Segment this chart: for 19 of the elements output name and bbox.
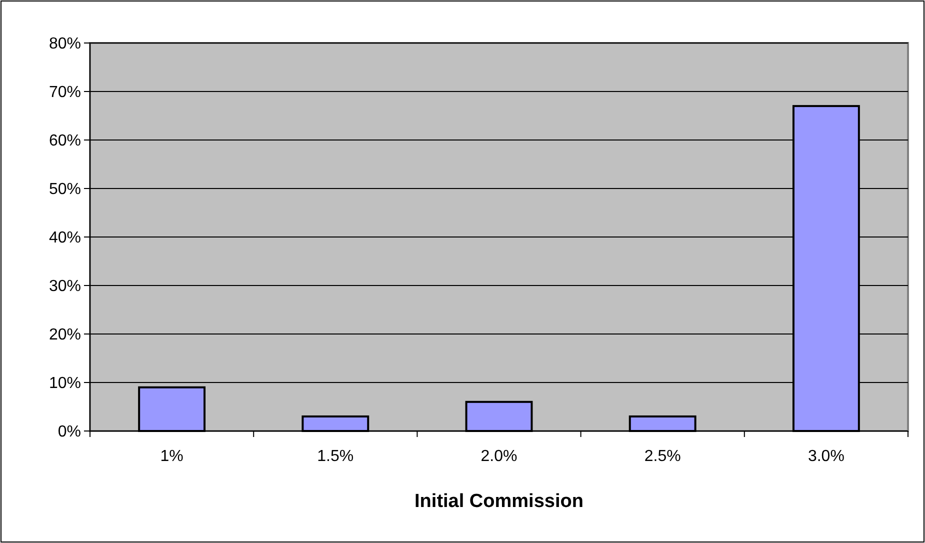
y-tick-label: 50%	[48, 181, 81, 198]
y-tick-label: 70%	[48, 84, 81, 102]
y-tick-label: 40%	[48, 230, 81, 247]
bar	[628, 415, 696, 432]
y-tick-label: 0%	[58, 424, 81, 441]
x-tick-label: 1.5%	[317, 448, 354, 465]
x-axis-title: Initial Commission	[414, 491, 584, 512]
bar	[465, 400, 533, 432]
y-tick-label: 80%	[48, 36, 81, 53]
x-tick-label: 2.5%	[644, 448, 681, 465]
y-tick-label: 30%	[48, 278, 81, 296]
bar	[302, 415, 370, 432]
y-tick-label: 20%	[48, 326, 81, 344]
x-tick-label: 2.0%	[480, 448, 518, 465]
x-tick-label: 1%	[160, 448, 184, 465]
x-tick-label: 3.0%	[808, 448, 844, 465]
y-tick-label: 60%	[48, 132, 81, 150]
y-tick-label: 10%	[48, 375, 81, 392]
bar	[138, 386, 206, 432]
